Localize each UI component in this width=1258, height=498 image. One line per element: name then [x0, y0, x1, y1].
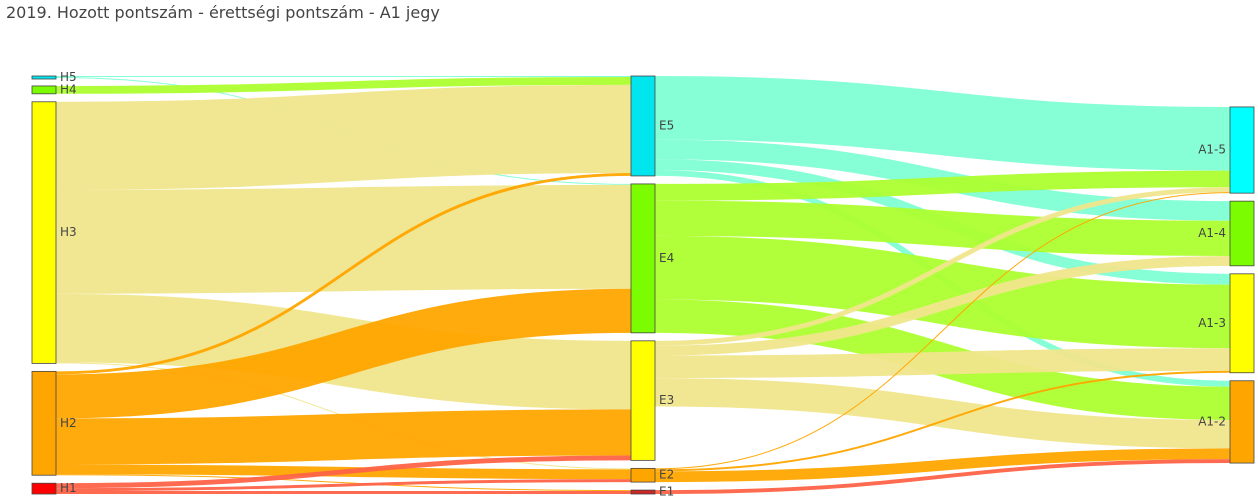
node-E5[interactable] [630, 75, 656, 177]
node-A5[interactable] [1229, 106, 1255, 194]
link-H2-E1 [55, 474, 632, 492]
node-label-A2: A1-2 [1198, 414, 1226, 428]
node-E3[interactable] [630, 340, 656, 461]
node-H4[interactable] [31, 85, 57, 95]
link-E2-A2 [654, 448, 1231, 483]
link-E1-A2 [654, 459, 1231, 495]
node-label-H5: H5 [60, 70, 77, 84]
link-E5-A5 [654, 75, 1231, 171]
node-A4[interactable] [1229, 200, 1255, 267]
node-label-A3: A1-3 [1198, 316, 1226, 330]
node-label-H4: H4 [60, 82, 77, 96]
link-E2-A5 [654, 192, 1231, 470]
node-E2[interactable] [630, 467, 656, 483]
link-H3-E4 [55, 184, 632, 294]
nodes-layer [31, 75, 1255, 495]
node-label-A5: A1-5 [1198, 143, 1226, 157]
node-label-A4: A1-4 [1198, 226, 1226, 240]
node-label-E2: E2 [659, 468, 674, 482]
link-H3-E5 [55, 84, 632, 190]
links-layer [55, 75, 1231, 495]
node-H3[interactable] [31, 101, 57, 364]
link-E4-A3 [654, 235, 1231, 349]
link-H2-E4 [55, 288, 632, 419]
node-H2[interactable] [31, 370, 57, 476]
node-label-E5: E5 [659, 118, 674, 132]
link-E3-A5 [654, 187, 1231, 346]
node-H5[interactable] [31, 75, 57, 80]
link-H1-E2 [55, 479, 632, 492]
node-E4[interactable] [630, 183, 656, 334]
link-E4-A4 [654, 200, 1231, 257]
node-label-E3: E3 [659, 393, 674, 407]
link-E3-A2 [654, 378, 1231, 449]
link-H2-E5 [55, 172, 632, 375]
node-E1[interactable] [630, 489, 656, 495]
node-label-H2: H2 [60, 416, 77, 430]
link-H2-E3 [55, 409, 632, 465]
node-label-E4: E4 [659, 251, 674, 265]
node-label-E1: E1 [659, 485, 674, 498]
node-A3[interactable] [1229, 273, 1255, 374]
link-E3-A4 [654, 256, 1231, 356]
node-label-H1: H1 [60, 481, 77, 495]
node-A2[interactable] [1229, 380, 1255, 464]
node-H1[interactable] [31, 482, 57, 495]
link-E3-A3 [654, 348, 1231, 379]
link-H4-E5 [55, 76, 632, 94]
chart-title: 2019. Hozott pontszám - érettségi pontsz… [6, 3, 440, 22]
link-E2-A3 [654, 370, 1231, 472]
link-E4-A5 [654, 170, 1231, 201]
link-H1-E3 [55, 455, 632, 489]
node-label-H3: H3 [60, 225, 77, 239]
